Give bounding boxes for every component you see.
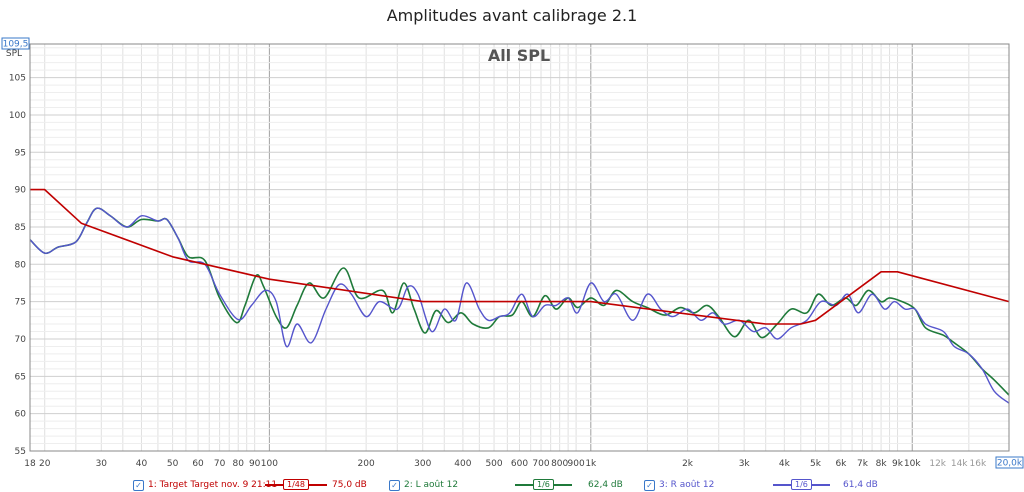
x-tick-label: 6k [835,459,847,469]
x-tick-label: 10k [904,459,921,469]
legend-value-left: 62,4 dB [588,480,623,490]
x-tick-label: 4k [779,459,791,469]
x-tick-label: 500 [485,459,502,469]
y-tick-label: 85 [15,223,26,233]
y-tick-label: 80 [15,260,27,270]
x-tick-label: 70 [214,459,226,469]
x-tick-label: 200 [358,459,375,469]
x-tick-label: 5k [810,459,822,469]
smoothing-target[interactable]: 1/48 [265,479,327,490]
x-tick-label: 900 [568,459,585,469]
x-tick-label: 30 [96,459,108,469]
x-tick-label: 800 [551,459,568,469]
y-tick-label: 100 [9,111,26,121]
x-tick-label: 700 [532,459,549,469]
x-tick-label: 1k [585,459,597,469]
plot-frame [29,43,1010,452]
x-tick-label: 18 [24,459,36,469]
x-tick-label: 80 [233,459,245,469]
x-end-value: 20,0k [997,459,1023,469]
grid-layer [30,44,1009,452]
y-tick-label: 65 [15,372,26,382]
smoothing-right[interactable]: 1/6 [773,479,830,490]
x-tick-label: 600 [511,459,528,469]
x-tick-label: 60 [192,459,204,469]
x-tick-label: 7k [857,459,869,469]
y-tick-label: 60 [15,410,27,420]
smoothing-right-label: 1/6 [791,479,812,490]
y-tick-label: 105 [9,74,26,84]
y-tick-label: 55 [15,447,26,457]
checkbox-right[interactable]: ✓ [644,479,655,491]
series-left-line[interactable] [29,207,1010,396]
x-tick-label: 14k [951,459,968,469]
x-tick-label: 100 [261,459,278,469]
checkbox-left[interactable]: ✓ [389,479,400,491]
y-tick-label: 90 [15,186,27,196]
y-tick-labels: 55 60 65 70 75 80 85 90 95 100 105 [9,74,26,457]
x-tick-label: 12k [929,459,946,469]
series-target-line[interactable] [30,188,1010,325]
legend-value-right: 61,4 dB [843,480,878,490]
series-layer [29,188,1010,404]
x-end-value-box[interactable]: 20,0k [995,456,1024,469]
y-top-value: 109,5 [3,40,29,50]
checkbox-target[interactable]: ✓ [133,479,144,491]
x-tick-label: 3k [739,459,751,469]
series-right-line[interactable] [29,207,1010,404]
x-tick-label: 2k [682,459,694,469]
y-tick-label: 75 [15,298,26,308]
window-title: Amplitudes avant calibrage 2.1 [386,6,638,25]
x-tick-label: 8k [876,459,888,469]
smoothing-target-label: 1/48 [283,479,309,490]
chart-title: All SPL [488,46,550,65]
legend-value-target: 75,0 dB [332,480,367,490]
y-top-value-box[interactable]: 109,5 [1,37,30,50]
legend-label-right: 3: R août 12 [659,480,715,490]
x-tick-label: 300 [414,459,431,469]
legend-item-right[interactable]: ✓ 3: R août 12 [644,478,714,492]
legend: ✓ 1: Target Target nov. 9 21:11 1/48 75,… [0,478,1024,492]
smoothing-left-label: 1/6 [533,479,554,490]
smoothing-left[interactable]: 1/6 [515,479,572,490]
x-tick-label: 9k [892,459,904,469]
y-axis-label: SPL [6,49,22,59]
legend-label-left: 2: L août 12 [404,480,459,490]
x-tick-label: 90 [249,459,261,469]
x-tick-label: 20 [39,459,51,469]
x-tick-label: 40 [136,459,148,469]
legend-item-left[interactable]: ✓ 2: L août 12 [389,478,458,492]
y-tick-label: 70 [15,335,27,345]
legend-label-target: 1: Target Target nov. 9 21:11 [148,480,278,490]
x-tick-labels: 18 20 30 40 50 60 70 80 90 100 200 300 400 500 600 700 8… [24,459,987,469]
x-tick-label: 400 [454,459,471,469]
x-tick-label: 50 [167,459,179,469]
x-tick-label: 16k [970,459,987,469]
y-tick-label: 95 [15,148,26,158]
legend-item-target[interactable]: ✓ 1: Target Target nov. 9 21:11 [133,478,277,492]
